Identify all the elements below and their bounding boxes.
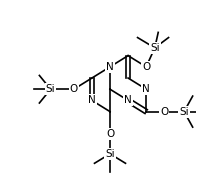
Text: O: O bbox=[70, 84, 78, 94]
Text: N: N bbox=[142, 84, 150, 94]
Text: N: N bbox=[88, 95, 96, 105]
Text: O: O bbox=[160, 107, 168, 117]
Text: Si: Si bbox=[179, 107, 189, 117]
Text: O: O bbox=[142, 62, 150, 72]
Text: Si: Si bbox=[46, 84, 55, 94]
Text: N: N bbox=[106, 62, 114, 72]
Text: O: O bbox=[106, 129, 114, 139]
Text: N: N bbox=[124, 95, 132, 105]
Text: Si: Si bbox=[105, 149, 115, 159]
Text: Si: Si bbox=[150, 43, 160, 53]
